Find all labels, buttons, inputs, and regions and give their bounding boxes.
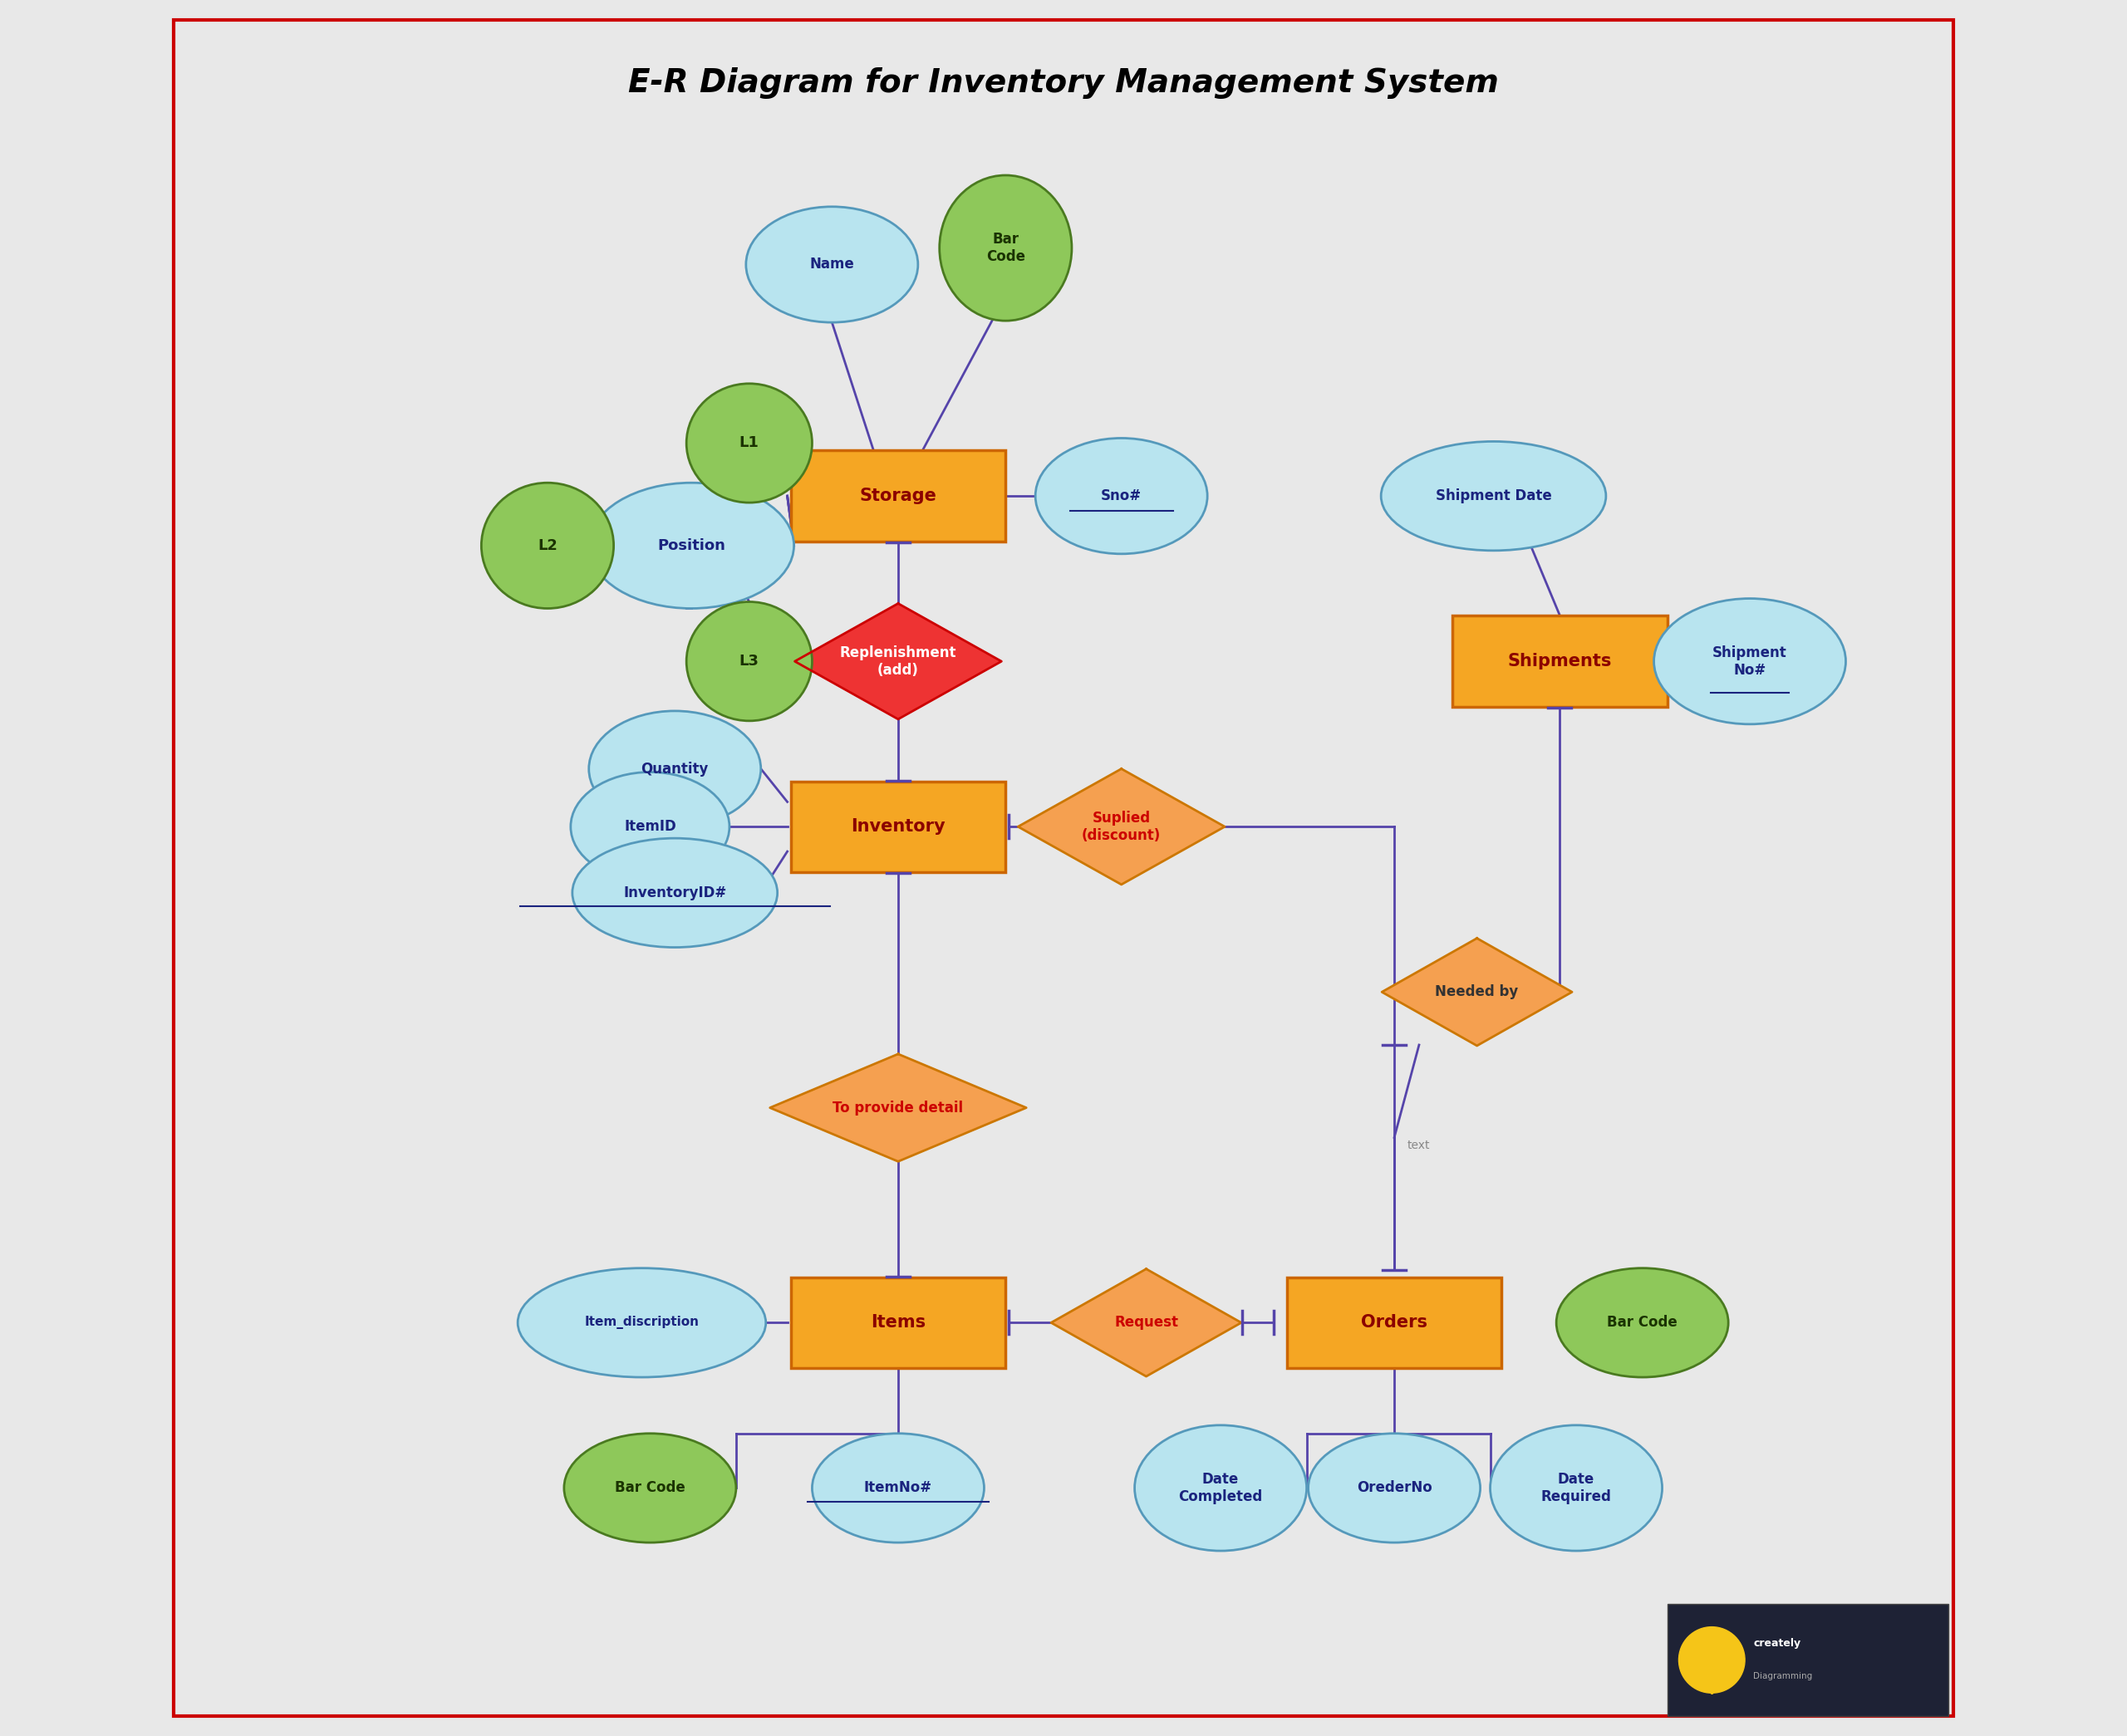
Text: Shipment Date: Shipment Date [1436,488,1551,503]
Text: Inventory: Inventory [851,818,944,835]
Ellipse shape [813,1434,985,1543]
Text: L1: L1 [740,436,759,451]
Polygon shape [1019,769,1225,885]
Ellipse shape [589,712,761,826]
FancyBboxPatch shape [1453,616,1668,707]
Text: Position: Position [657,538,725,554]
Text: Quantity: Quantity [640,762,708,776]
Text: Shipment
No#: Shipment No# [1712,646,1787,677]
Ellipse shape [687,602,813,720]
Text: text: text [1408,1141,1429,1151]
Text: Suplied
(discount): Suplied (discount) [1083,811,1161,842]
Ellipse shape [564,1434,736,1543]
Circle shape [1678,1627,1744,1693]
Ellipse shape [589,483,793,608]
Ellipse shape [572,838,776,948]
Ellipse shape [1655,599,1846,724]
Ellipse shape [940,175,1072,321]
Ellipse shape [1491,1425,1661,1550]
Ellipse shape [517,1267,766,1377]
Polygon shape [770,1054,1027,1161]
Text: Item_discription: Item_discription [585,1316,700,1330]
Ellipse shape [1557,1267,1729,1377]
Ellipse shape [1036,437,1208,554]
Text: Date
Completed: Date Completed [1178,1472,1263,1503]
FancyBboxPatch shape [1287,1278,1502,1368]
FancyBboxPatch shape [791,1278,1006,1368]
Ellipse shape [1308,1434,1480,1543]
Text: Request: Request [1115,1316,1178,1330]
Text: Items: Items [870,1314,925,1332]
Text: Shipments: Shipments [1508,653,1612,670]
Text: Bar
Code: Bar Code [987,233,1025,264]
Text: Diagramming: Diagramming [1753,1672,1812,1680]
Text: ItemID: ItemID [623,819,676,833]
Text: Date
Required: Date Required [1540,1472,1612,1503]
Text: Needed by: Needed by [1436,984,1519,1000]
Text: Orders: Orders [1361,1314,1427,1332]
Text: creately: creately [1753,1639,1802,1649]
Ellipse shape [747,207,919,323]
Text: L3: L3 [740,654,759,668]
Ellipse shape [687,384,813,503]
Polygon shape [1051,1269,1242,1377]
Text: L2: L2 [538,538,557,554]
Ellipse shape [1380,441,1606,550]
Text: Name: Name [810,257,855,273]
Text: Storage: Storage [859,488,936,503]
Text: E-R Diagram for Inventory Management System: E-R Diagram for Inventory Management Sys… [627,68,1500,99]
Text: Bar Code: Bar Code [1608,1316,1678,1330]
FancyBboxPatch shape [791,451,1006,542]
Text: To provide detail: To provide detail [834,1101,964,1115]
Ellipse shape [481,483,615,608]
Text: Sno#: Sno# [1102,488,1142,503]
Text: OrederNo: OrederNo [1357,1481,1431,1495]
Text: Replenishment
(add): Replenishment (add) [840,646,957,677]
Text: InventoryID#: InventoryID# [623,885,727,901]
Ellipse shape [570,773,730,882]
Text: Bar Code: Bar Code [615,1481,685,1495]
Ellipse shape [1134,1425,1306,1550]
Text: ItemNo#: ItemNo# [864,1481,932,1495]
FancyBboxPatch shape [791,781,1006,871]
FancyBboxPatch shape [1668,1604,1948,1717]
Polygon shape [795,604,1002,719]
Polygon shape [1383,937,1572,1045]
